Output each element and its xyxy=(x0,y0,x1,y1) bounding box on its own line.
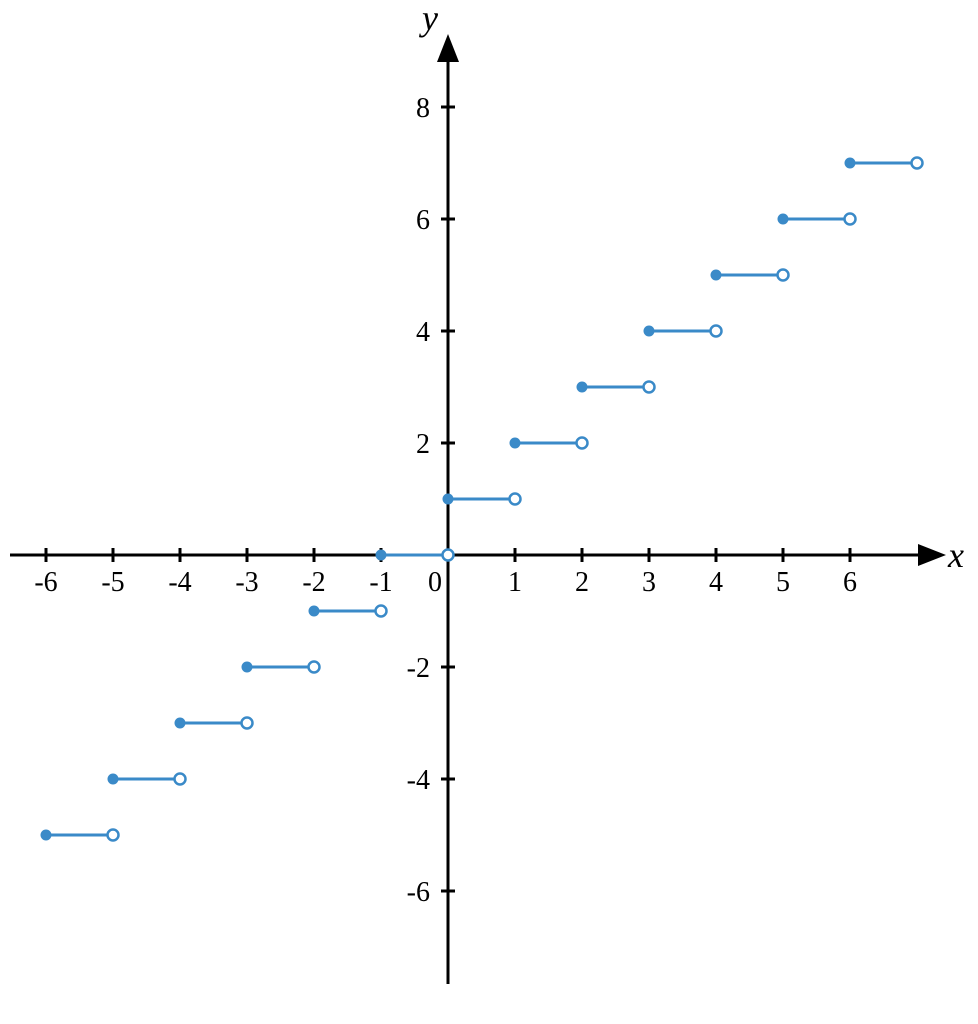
x-tick-label: 5 xyxy=(776,567,790,598)
closed-endpoint xyxy=(376,550,387,561)
open-endpoint xyxy=(912,158,923,169)
x-tick-label: 2 xyxy=(575,567,589,598)
x-tick-label: 6 xyxy=(843,567,857,598)
y-axis-arrow xyxy=(437,34,459,62)
open-endpoint xyxy=(510,494,521,505)
y-tick-label: 4 xyxy=(416,317,430,348)
closed-endpoint xyxy=(845,158,856,169)
closed-endpoint xyxy=(309,606,320,617)
y-tick-label: -4 xyxy=(407,765,430,796)
x-tick-label: -5 xyxy=(101,567,124,598)
x-tick-label: 3 xyxy=(642,567,656,598)
closed-endpoint xyxy=(644,326,655,337)
x-tick-label: -6 xyxy=(34,567,57,598)
x-tick-label: 0 xyxy=(428,567,442,598)
open-endpoint xyxy=(845,214,856,225)
closed-endpoint xyxy=(175,718,186,729)
y-tick-label: -6 xyxy=(407,877,430,908)
closed-endpoint xyxy=(510,438,521,449)
y-tick-label: 6 xyxy=(416,205,430,236)
y-tick-label: -2 xyxy=(407,653,430,684)
open-endpoint xyxy=(376,606,387,617)
x-tick-label: -3 xyxy=(235,567,258,598)
closed-endpoint xyxy=(577,382,588,393)
x-tick-label: -4 xyxy=(168,567,191,598)
open-endpoint xyxy=(443,550,454,561)
x-tick-label: -1 xyxy=(369,567,392,598)
open-endpoint xyxy=(175,774,186,785)
open-endpoint xyxy=(309,662,320,673)
x-tick-label: 4 xyxy=(709,567,723,598)
open-endpoint xyxy=(108,830,119,841)
closed-endpoint xyxy=(41,830,52,841)
closed-endpoint xyxy=(711,270,722,281)
x-tick-label: -2 xyxy=(302,567,325,598)
y-axis-label: y xyxy=(419,0,438,38)
open-endpoint xyxy=(644,382,655,393)
open-endpoint xyxy=(711,326,722,337)
y-tick-label: 2 xyxy=(416,429,430,460)
open-endpoint xyxy=(577,438,588,449)
y-tick-label: 8 xyxy=(416,93,430,124)
closed-endpoint xyxy=(443,494,454,505)
x-tick-label: 1 xyxy=(508,567,522,598)
closed-endpoint xyxy=(242,662,253,673)
chart-svg: -6 -5 -4 -3 -2 -1 0 1 2 3 4 5 6 -6 -4 -2 2 4 6 8 x y xyxy=(0,0,978,1024)
open-endpoint xyxy=(778,270,789,281)
x-axis-arrow xyxy=(918,544,946,566)
closed-endpoint xyxy=(778,214,789,225)
closed-endpoint xyxy=(108,774,119,785)
open-endpoint xyxy=(242,718,253,729)
x-axis-label: x xyxy=(947,535,964,575)
step-function-chart: -6 -5 -4 -3 -2 -1 0 1 2 3 4 5 6 -6 -4 -2 2 4 6 8 x y xyxy=(0,0,978,1024)
